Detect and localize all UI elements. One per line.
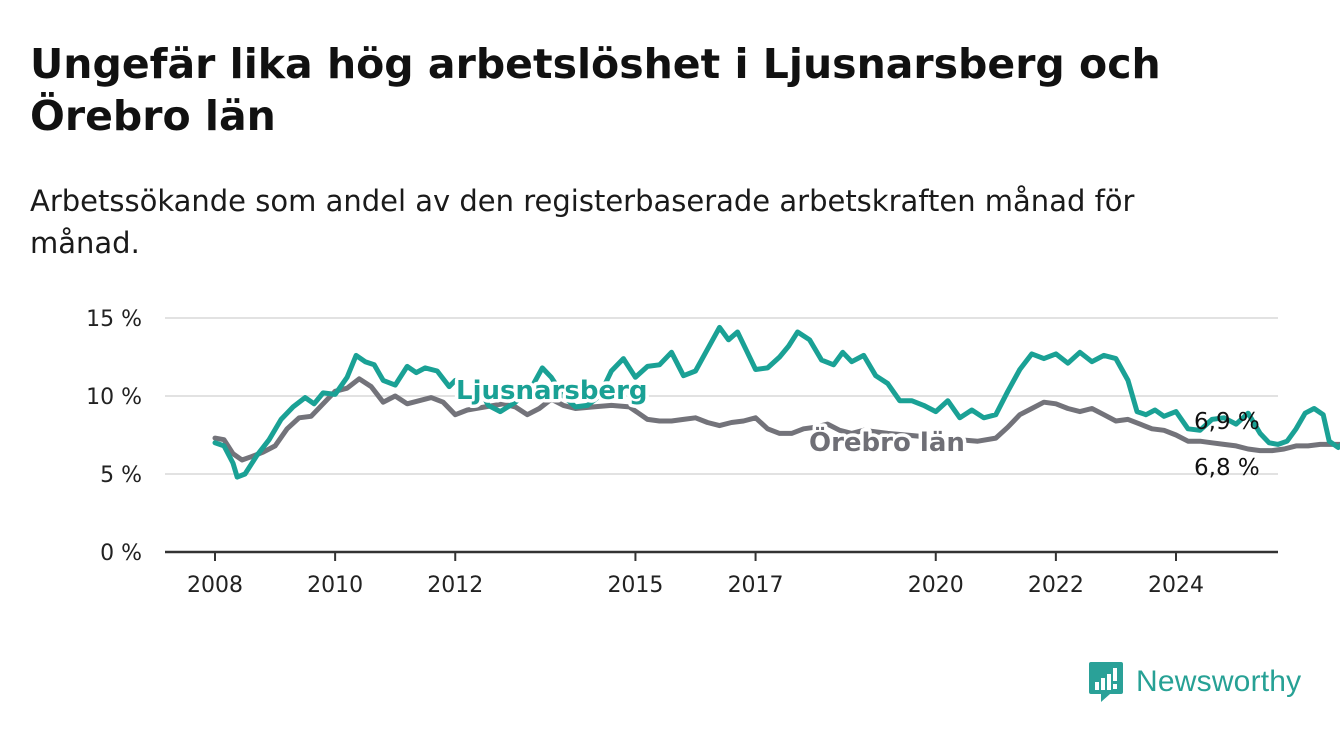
y-tick-label: 10 %	[86, 385, 142, 410]
end-label-orebro-lan: 6,9 %	[1194, 409, 1260, 435]
x-tick-label: 2022	[1028, 573, 1084, 598]
gridlines	[165, 317, 1278, 475]
x-axis: 2008 2010 2012 2015 2017 2020 2022 2024	[165, 550, 1278, 598]
x-tick-label: 2015	[607, 573, 663, 598]
chart-subtitle: Arbetssökande som andel av den registerb…	[30, 184, 1135, 260]
newsworthy-brand: Newsworthy	[1088, 660, 1301, 704]
series-line-ljusnarsberg	[212, 324, 1340, 480]
y-tick-label: 5 %	[100, 463, 142, 488]
y-axis: 0 % 5 % 10 % 15 %	[86, 307, 142, 566]
y-tick-label: 0 %	[100, 541, 142, 566]
x-tick-label: 2010	[307, 573, 363, 598]
brand-name: Newsworthy	[1136, 665, 1302, 698]
x-tick-label: 2017	[728, 573, 784, 598]
newsworthy-logo-icon	[1089, 662, 1123, 702]
x-tick-label: 2012	[427, 573, 483, 598]
series-label-orebro-lan: Örebro län	[809, 425, 965, 458]
x-tick-label: 2024	[1148, 573, 1204, 598]
x-tick-label: 2008	[187, 573, 243, 598]
x-tick-label: 2020	[908, 573, 964, 598]
y-tick-label: 15 %	[86, 307, 142, 332]
chart-title: Ungefär lika hög arbetslöshet i Ljusnars…	[30, 40, 1161, 140]
series-line-orebro-lan	[212, 376, 1340, 463]
series-labels: Ljusnarsberg Örebro län 6,9 % 6,8 %	[453, 373, 1260, 482]
series-label-ljusnarsberg: Ljusnarsberg	[456, 376, 648, 406]
series-lines	[212, 324, 1340, 480]
end-label-ljusnarsberg: 6,8 %	[1194, 455, 1260, 481]
